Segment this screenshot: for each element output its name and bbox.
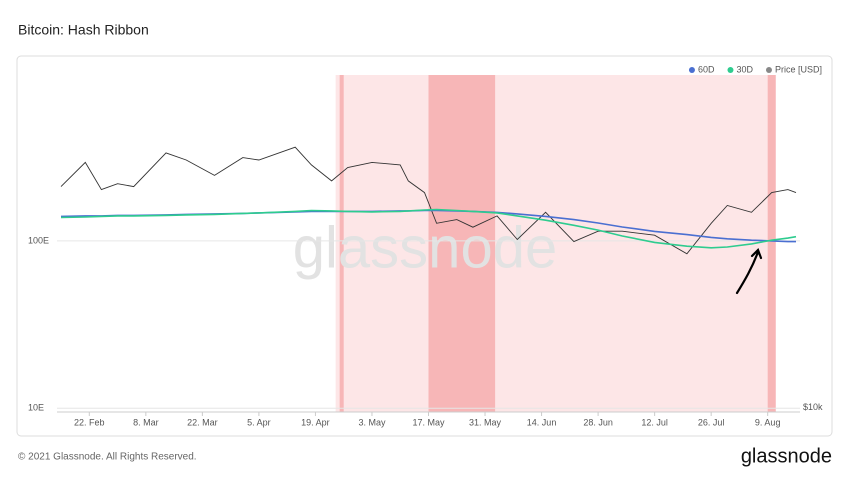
price-line [60,146,797,255]
x-tick-label: 17. May [412,417,445,427]
hash-line [60,208,797,249]
legend-label: Price [USD] [775,64,822,74]
capitulation-band [335,75,772,412]
x-tick-label: 22. Mar [187,417,218,427]
capitulation-peak [767,75,776,412]
x-tick-label: 28. Jun [583,417,613,427]
x-tick-label: 26. Jul [698,417,725,427]
x-tick-label: 8. Mar [133,417,159,427]
x-tick-label: 9. Aug [755,417,781,427]
x-tick-label: 14. Jun [527,417,557,427]
legend-marker [765,67,772,73]
legend-marker [688,67,695,73]
chart-title: Bitcoin: Hash Ribbon [18,22,149,38]
legend-label: 30D [736,64,753,74]
y-tick-label: 10E [28,403,44,413]
x-tick-label: 12. Jul [641,417,668,427]
capitulation-peak [428,75,496,412]
y-tick-label: 100E [28,235,49,245]
x-tick-label: 19. Apr [301,417,330,427]
x-tick-label: 31. May [469,417,502,427]
chart-frame [16,55,833,437]
x-tick-label: 22. Feb [74,417,105,427]
legend-label: 60D [698,64,715,74]
y2-tick-label: $10k [803,402,823,412]
capitulation-peak [339,75,344,412]
x-tick-label: 3. May [358,417,386,427]
brand-logo: glassnode [741,445,832,467]
annotation-arrow [735,248,763,295]
legend-marker [727,67,734,73]
footer: © 2021 Glassnode. All Rights Reserved. [18,452,197,463]
watermark: glassnode [293,215,557,280]
x-tick-label: 5. Apr [247,417,271,427]
